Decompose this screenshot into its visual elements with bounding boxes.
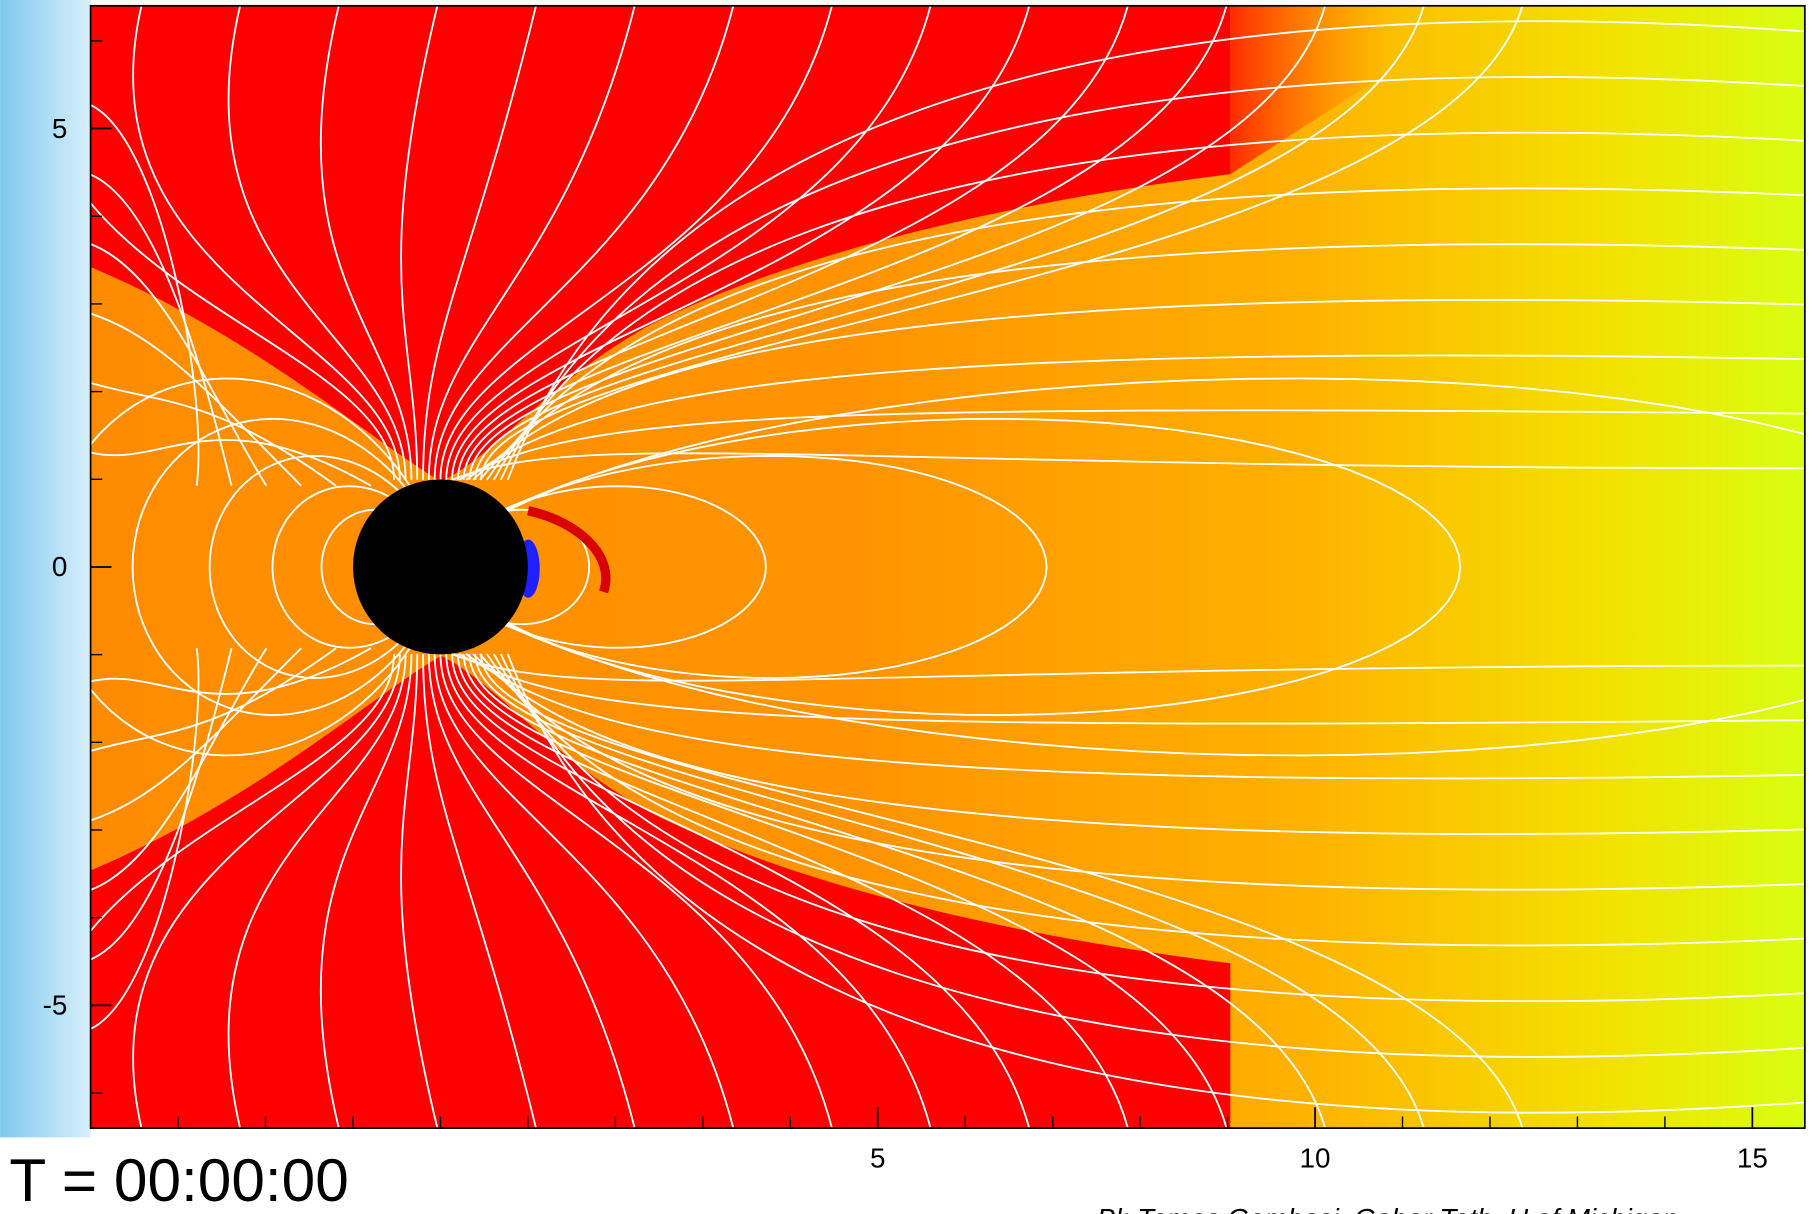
credit: Bl: Tamas Gombosi, Gabor Toth, U of Mich… xyxy=(1097,1203,1678,1214)
plot-area xyxy=(36,0,1820,1134)
chart: 5 10 15 5 0 -5 T = 00:00:00 Bl: Tamas Gombosi… xyxy=(0,0,1820,1214)
x-tick-label: 10 xyxy=(1300,1143,1331,1174)
y-tick-label: 0 xyxy=(52,551,67,582)
time-label: T = 00:00:00 xyxy=(9,1146,348,1214)
page: 5 10 15 5 0 -5 T = 00:00:00 Bl: Tamas Gombosi… xyxy=(0,0,1820,1214)
y-tick-label: 5 xyxy=(52,113,67,144)
y-tick-label: -5 xyxy=(43,990,68,1021)
side-panel xyxy=(0,0,91,1137)
x-tick-label: 5 xyxy=(870,1143,886,1174)
x-tick-label: 15 xyxy=(1737,1143,1768,1174)
planet xyxy=(353,479,528,654)
